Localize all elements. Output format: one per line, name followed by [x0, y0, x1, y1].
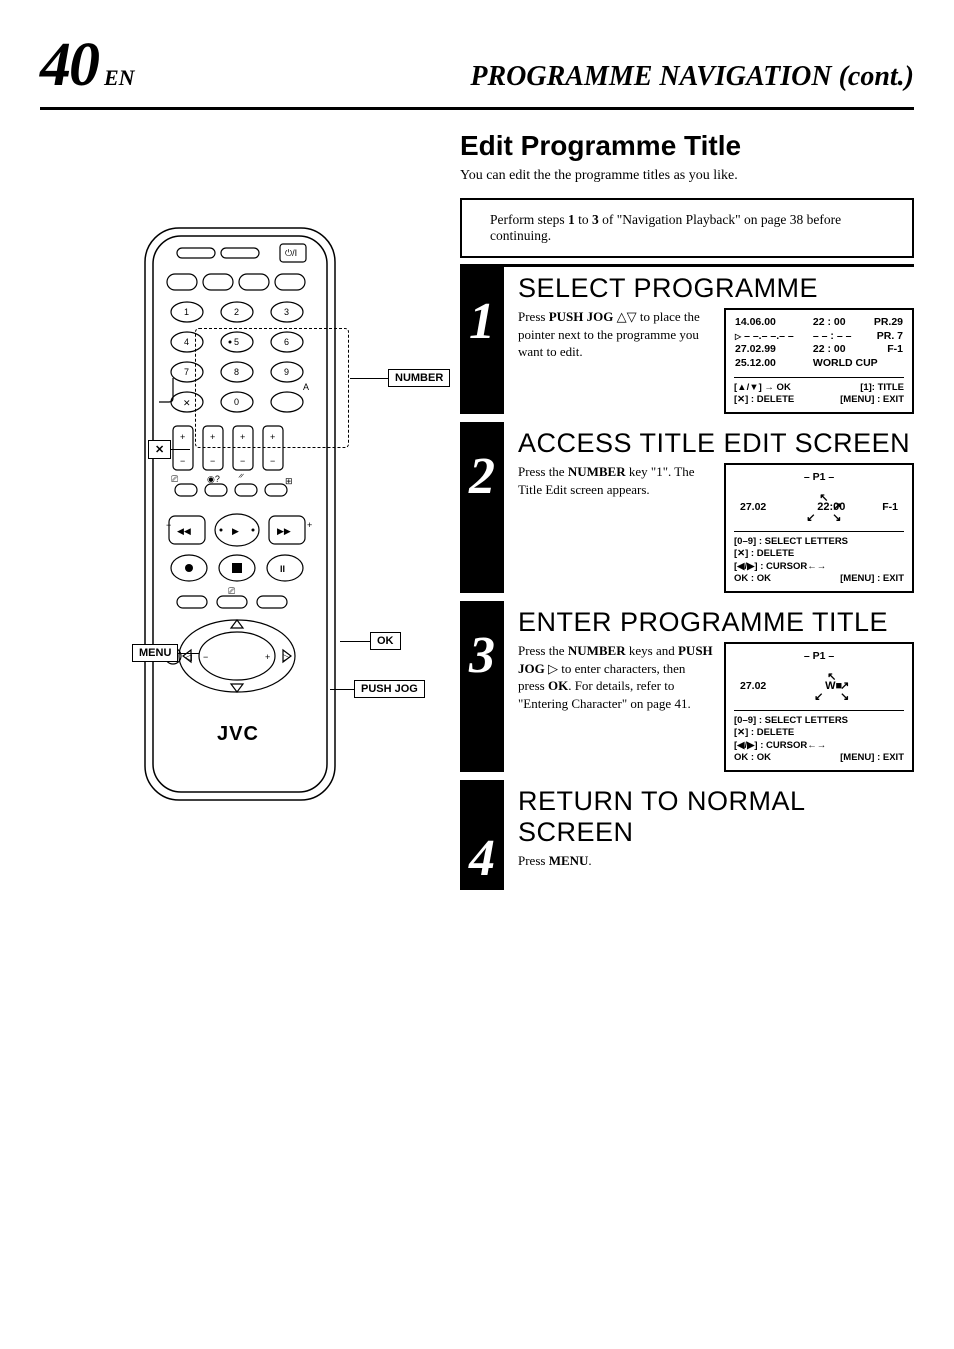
- svg-text:−: −: [210, 456, 215, 466]
- step-title: RETURN TO NORMAL SCREEN: [518, 786, 914, 848]
- svg-text:−: −: [166, 520, 171, 530]
- svg-text:⏻/I: ⏻/I: [285, 248, 297, 258]
- page-heading: Edit Programme Title: [460, 130, 914, 162]
- step-text: Press MENU.: [518, 852, 914, 870]
- svg-text:𝄓: 𝄓: [238, 473, 244, 484]
- svg-text:◀◀: ◀◀: [177, 526, 191, 536]
- section-title: PROGRAMME NAVIGATION (cont.): [135, 61, 914, 93]
- svg-text:−: −: [270, 456, 275, 466]
- svg-text:⎚: ⎚: [228, 586, 236, 596]
- step-title: ENTER PROGRAMME TITLE: [518, 607, 914, 638]
- label-x: ✕: [148, 440, 171, 459]
- svg-text:−: −: [180, 456, 185, 466]
- intro-text: You can edit the the programme titles as…: [460, 168, 914, 184]
- svg-text:3: 3: [284, 307, 289, 317]
- step-text: Press the NUMBER key "1". The Title Edit…: [518, 463, 714, 593]
- svg-text:II: II: [280, 564, 285, 574]
- osd-screen-2: – P1 – 27.02 ↖↗ 22:00 ↙↘ F-1: [724, 463, 914, 593]
- label-ok: OK: [370, 632, 401, 650]
- step-number: 3: [469, 633, 495, 680]
- step-4: 4 RETURN TO NORMAL SCREEN Press MENU.: [460, 780, 914, 890]
- label-number: NUMBER: [388, 369, 450, 387]
- line-number: [350, 378, 388, 379]
- svg-text:2: 2: [234, 307, 239, 317]
- osd-screen-1: 14.06.0022 : 00PR.29 ▷ – –.– –.– –– – : …: [724, 308, 914, 414]
- label-pushjog: PUSH JOG: [354, 680, 425, 698]
- svg-text:+: +: [265, 652, 270, 662]
- header-rule: [40, 107, 914, 110]
- step-number: 2: [469, 454, 495, 501]
- line-pushjog: [330, 689, 354, 690]
- svg-text:▷: ▷: [283, 652, 290, 662]
- label-menu: MENU: [132, 644, 178, 662]
- content-column: Edit Programme Title You can edit the th…: [440, 130, 914, 898]
- steps-list: 1 SELECT PROGRAMME Press PUSH JOG △▽ to …: [460, 267, 914, 890]
- svg-text:⎚: ⎚: [171, 474, 179, 484]
- svg-text:▶: ▶: [232, 526, 239, 536]
- step-number: 1: [469, 299, 495, 346]
- svg-text:◉?: ◉?: [207, 474, 220, 484]
- svg-text:−: −: [203, 652, 208, 662]
- svg-text:+: +: [180, 432, 185, 442]
- page-number: 40: [40, 30, 98, 101]
- step-1: 1 SELECT PROGRAMME Press PUSH JOG △▽ to …: [460, 267, 914, 414]
- svg-text:7: 7: [184, 367, 189, 377]
- line-x: [170, 449, 190, 450]
- remote-illustration: .o { fill:none; stroke:#000; stroke-widt…: [125, 220, 355, 810]
- svg-text:−: −: [240, 456, 245, 466]
- line-ok: [340, 641, 370, 642]
- remote-column: NUMBER ✕ OK MENU PUSH JOG .o { fill:none…: [40, 130, 440, 898]
- step-title: SELECT PROGRAMME: [518, 273, 914, 304]
- osd-screen-3: – P1 – 27.02 ↖↗ W■ ↙↘: [724, 642, 914, 772]
- svg-text:⊞: ⊞: [285, 476, 293, 486]
- svg-text:✕: ✕: [183, 398, 191, 408]
- step-3: 3 ENTER PROGRAMME TITLE Press the NUMBER…: [460, 601, 914, 772]
- svg-text:1: 1: [184, 307, 189, 317]
- line-menu: [177, 653, 199, 654]
- svg-text:+: +: [307, 520, 312, 530]
- page-language: EN: [104, 65, 135, 91]
- step-title: ACCESS TITLE EDIT SCREEN: [518, 428, 914, 459]
- svg-text:▶▶: ▶▶: [277, 526, 291, 536]
- step-2: 2 ACCESS TITLE EDIT SCREEN Press the NUM…: [460, 422, 914, 593]
- callout-number-keys: [195, 328, 349, 448]
- prerequisite-note: Perform steps 1 to 3 of "Navigation Play…: [460, 198, 914, 258]
- svg-text:4: 4: [184, 337, 189, 347]
- page-header: 40 EN PROGRAMME NAVIGATION (cont.): [40, 30, 914, 101]
- step-text: Press the NUMBER keys and PUSH JOG ▷ to …: [518, 642, 714, 772]
- step-text: Press PUSH JOG △▽ to place the pointer n…: [518, 308, 714, 414]
- step-number: 4: [469, 836, 495, 883]
- remote-brand: JVC: [217, 723, 259, 745]
